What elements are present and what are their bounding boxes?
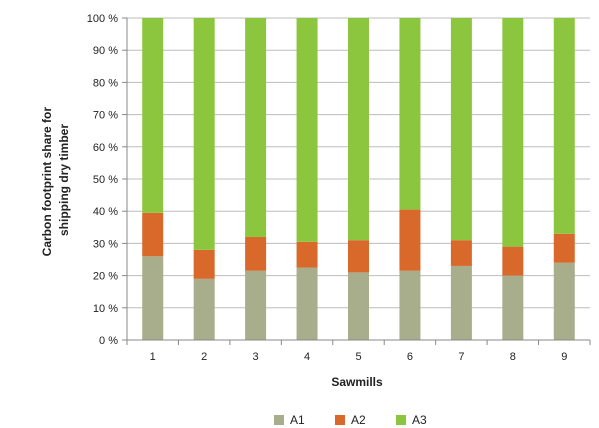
bars [142, 18, 575, 340]
x-tick-label: 3 [253, 351, 259, 363]
y-tick-label: 20 % [93, 271, 118, 283]
bar-a2-sawmill-6 [399, 209, 421, 271]
x-tick-label: 7 [458, 351, 464, 363]
bar-a2-sawmill-4 [296, 241, 318, 268]
y-axis-title-line-1: Carbon footprint share for [40, 107, 54, 257]
y-tick-label: 100 % [87, 13, 118, 25]
y-tick-label: 70 % [93, 110, 118, 122]
bar-a2-sawmill-1 [142, 212, 164, 257]
y-axis-title-line-2: shipping dry timber [57, 124, 71, 236]
x-tick-label: 6 [407, 351, 413, 363]
y-tick-label: 60 % [93, 142, 118, 154]
bar-a1-sawmill-9 [553, 262, 575, 340]
legend-label-a1: A1 [290, 413, 305, 427]
y-axis-title: Carbon footprint share for shipping dry … [40, 104, 71, 257]
legend-swatch-a2 [335, 415, 345, 425]
bar-a2-sawmill-9 [553, 233, 575, 263]
bar-a3-sawmill-7 [450, 18, 472, 241]
x-tick-label: 5 [355, 351, 361, 363]
legend-swatch-a3 [396, 415, 406, 425]
bar-a3-sawmill-1 [142, 18, 164, 213]
y-tick-label: 50 % [93, 174, 118, 186]
bar-a1-sawmill-8 [502, 275, 524, 340]
bar-a3-sawmill-5 [348, 18, 369, 241]
bar-a3-sawmill-6 [399, 18, 421, 210]
x-axis-title: Sawmills [331, 375, 383, 389]
bar-a1-sawmill-3 [245, 270, 267, 340]
bar-a3-sawmill-2 [193, 18, 215, 250]
x-tick-label: 9 [561, 351, 567, 363]
bar-a1-sawmill-7 [450, 265, 472, 340]
bar-a1-sawmill-2 [193, 278, 215, 340]
bar-a1-sawmill-6 [399, 270, 421, 340]
x-tick-label: 8 [510, 351, 516, 363]
bar-a2-sawmill-7 [450, 240, 472, 266]
bar-a1-sawmill-1 [142, 256, 164, 340]
x-axis: 1 2 3 4 5 6 7 8 9 [126, 18, 591, 363]
x-tick-label: 2 [201, 351, 207, 363]
legend-swatch-a1 [274, 415, 284, 425]
y-tick-label: 80 % [93, 77, 118, 89]
y-axis-ticks: 0 % 10 % 20 % 30 % 40 % 50 % 60 % 70 % 80 % 90 % 1… [87, 13, 127, 347]
legend-label-a2: A2 [351, 413, 366, 427]
legend-label-a3: A3 [412, 413, 427, 427]
bar-a3-sawmill-8 [502, 18, 524, 247]
bar-a1-sawmill-4 [296, 267, 318, 340]
bar-a2-sawmill-8 [502, 246, 524, 276]
y-tick-label: 0 % [99, 335, 118, 347]
bar-a1-sawmill-5 [348, 272, 369, 340]
y-tick-label: 30 % [93, 238, 118, 250]
bar-a3-sawmill-4 [296, 18, 318, 242]
y-tick-label: 90 % [93, 45, 118, 57]
y-tick-label: 40 % [93, 206, 118, 218]
legend: A1 A2 A3 [274, 413, 427, 427]
x-tick-label: 1 [150, 351, 156, 363]
bar-a2-sawmill-3 [245, 236, 267, 271]
bar-a3-sawmill-3 [245, 18, 267, 237]
y-tick-label: 10 % [93, 303, 118, 315]
bar-a3-sawmill-9 [553, 18, 575, 234]
x-tick-label: 4 [304, 351, 310, 363]
bar-a2-sawmill-5 [348, 240, 369, 273]
bar-a2-sawmill-2 [193, 249, 215, 279]
